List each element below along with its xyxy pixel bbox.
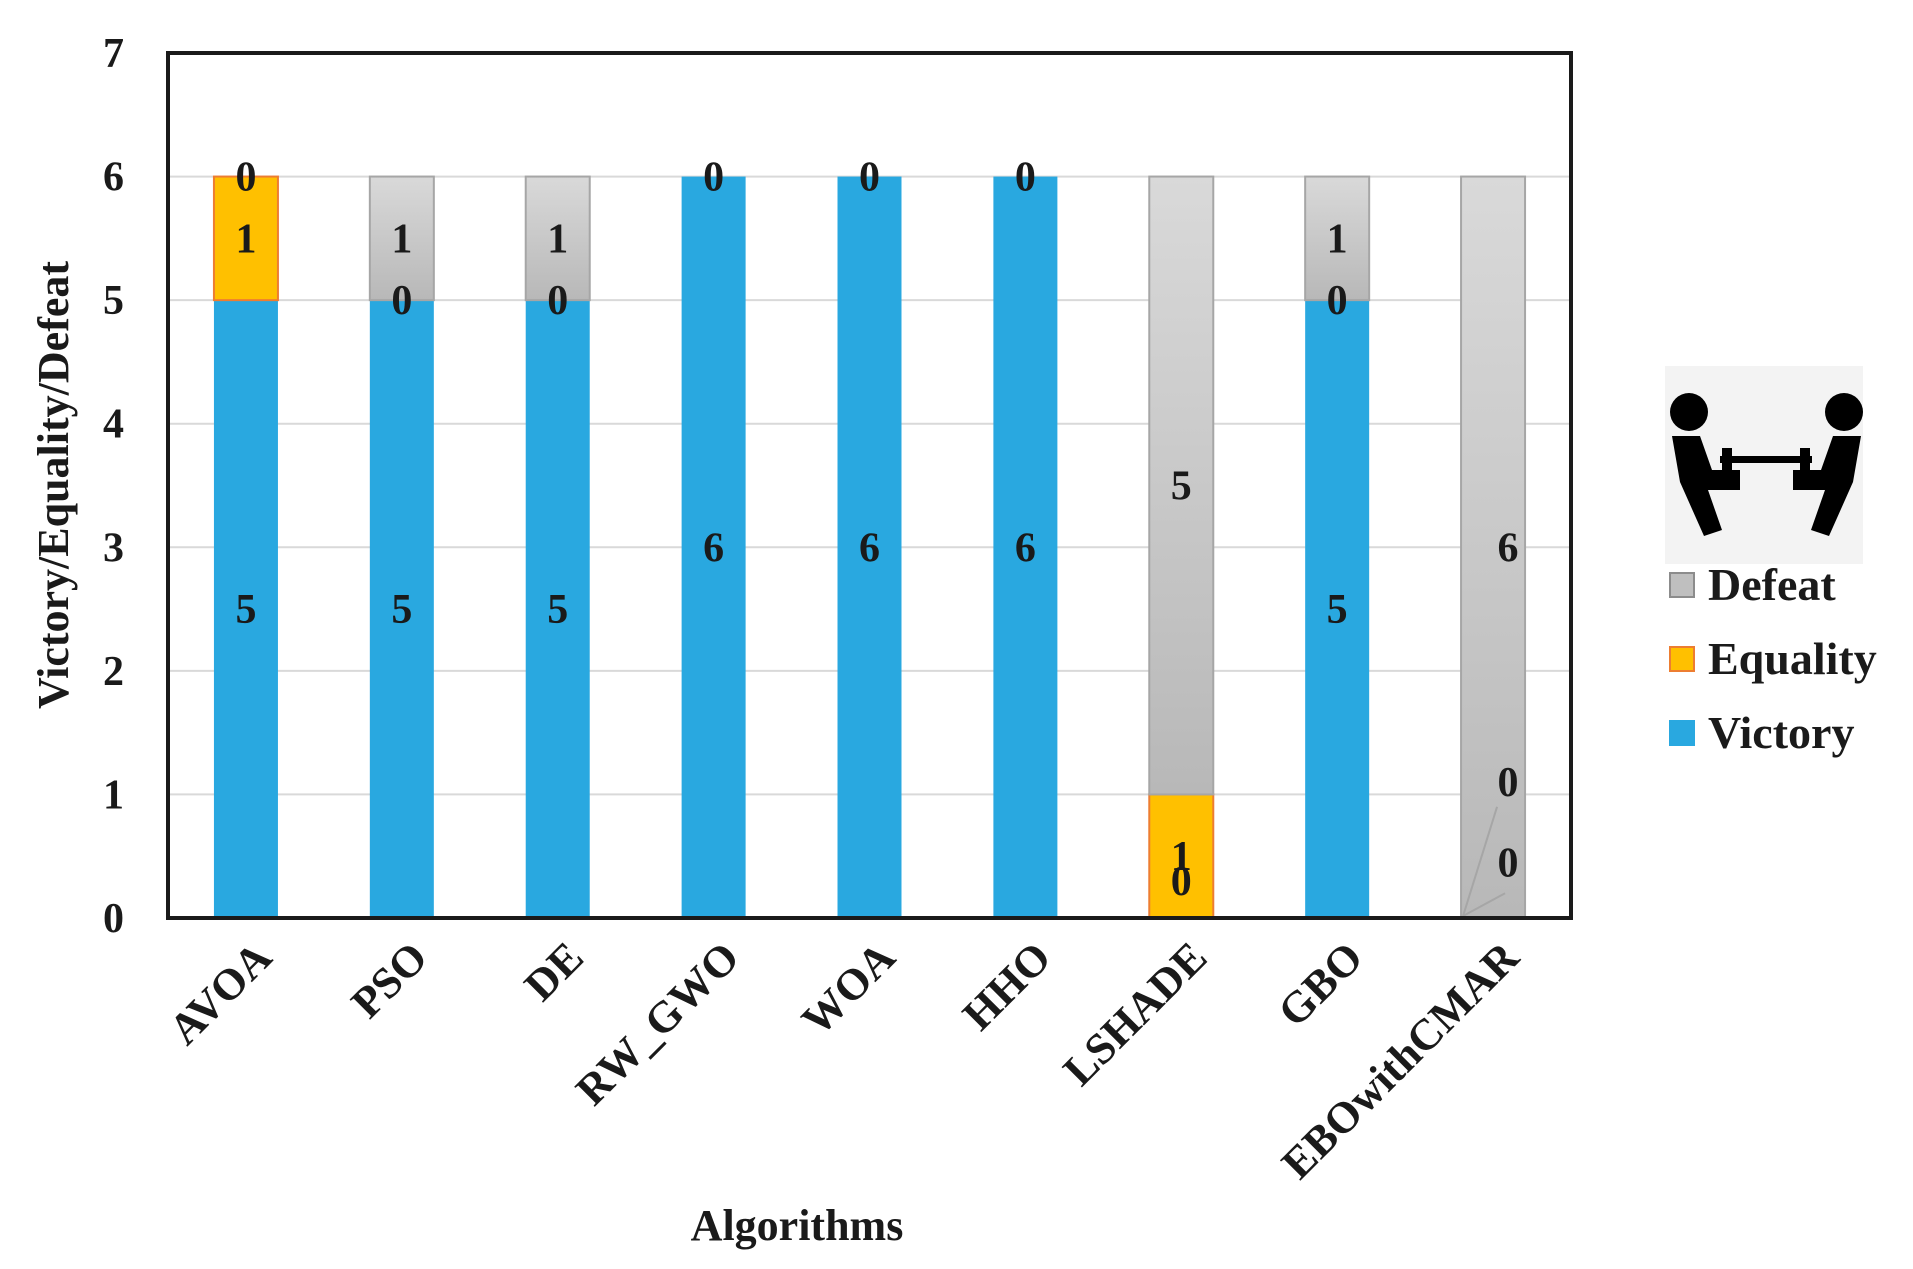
leader-lines [1462, 806, 1506, 917]
legend-swatch-equality [1669, 646, 1695, 672]
data-label-victory-avoa: 5 [235, 587, 256, 633]
data-label-victory-woa: 6 [859, 525, 880, 571]
legend-label-equality: Equality [1708, 633, 1877, 684]
data-label-defeat-gbo: 1 [1327, 216, 1348, 262]
tug-of-war-icon [1665, 366, 1863, 564]
y-axis-title: Victory/Equality/Defeat [29, 261, 78, 709]
y-tick-label: 6 [103, 155, 124, 201]
data-label-defeat-avoa: 0 [235, 155, 256, 201]
y-tick-label: 4 [103, 402, 124, 448]
data-label-victory-hho: 6 [1015, 525, 1036, 571]
bar-victory-avoa [213, 300, 278, 919]
y-tick-label: 3 [103, 525, 124, 571]
data-label-defeat-woa: 0 [859, 155, 880, 201]
data-label-equality-avoa: 1 [235, 216, 256, 262]
y-axis-ticks: 0 1 2 3 4 5 6 7 [103, 31, 124, 942]
bar-victory-woa [837, 176, 902, 919]
bar-defeat-gbo [1304, 175, 1371, 302]
data-label-defeat-de: 1 [547, 216, 568, 262]
bar-victory-de [525, 300, 590, 919]
data-label-victory-ebowithcmar: 0 [1498, 840, 1519, 886]
data-label-defeat-ebowithcmar: 6 [1498, 525, 1519, 571]
y-tick-label: 1 [103, 772, 124, 818]
bar-victory-pso [369, 300, 434, 919]
legend-swatch-defeat [1669, 572, 1695, 598]
y-tick-label: 7 [103, 31, 124, 77]
legend-label-victory: Victory [1708, 707, 1854, 758]
data-label-equality-gbo: 0 [1327, 278, 1348, 324]
bar-victory-rw_gwo [681, 176, 746, 919]
bars-layer [212, 175, 1527, 920]
bar-defeat-ebowithcmar [1460, 175, 1527, 920]
leader-line-equality [1462, 806, 1499, 917]
plot-area-border [166, 51, 1573, 920]
bar-victory-gbo [1305, 300, 1370, 919]
data-label-defeat-pso: 1 [391, 216, 412, 262]
y-tick-label: 2 [103, 649, 124, 695]
legend-label-defeat: Defeat [1708, 559, 1836, 610]
y-tick-label: 5 [103, 278, 124, 324]
bar-defeat-lshade [1148, 175, 1215, 796]
data-label-victory-gbo: 5 [1327, 587, 1348, 633]
legend-swatch-victory [1669, 720, 1695, 746]
legend: Defeat Equality Victory [1665, 366, 1877, 758]
bar-equality-avoa [212, 175, 279, 302]
bar-defeat-de [524, 175, 591, 302]
data-label-equality-ebowithcmar: 0 [1498, 760, 1519, 806]
bar-victory-hho [993, 176, 1058, 919]
data-label-defeat-lshade: 5 [1171, 464, 1192, 510]
x-axis-title: Algorithms [691, 1201, 904, 1250]
data-label-equality-lshade: 1 [1171, 834, 1192, 880]
y-tick-label: 0 [103, 896, 124, 942]
data-label-equality-de: 0 [547, 278, 568, 324]
data-label-equality-pso: 0 [391, 278, 412, 324]
data-label-victory-lshade: 0 [1171, 859, 1192, 905]
data-label-defeat-hho: 0 [1015, 155, 1036, 201]
data-label-victory-rw_gwo: 6 [703, 525, 724, 571]
data-label-victory-pso: 5 [391, 587, 412, 633]
leader-line-victory [1462, 892, 1506, 917]
bar-defeat-pso [368, 175, 435, 302]
data-label-victory-de: 5 [547, 587, 568, 633]
data-label-defeat-rw_gwo: 0 [703, 155, 724, 201]
